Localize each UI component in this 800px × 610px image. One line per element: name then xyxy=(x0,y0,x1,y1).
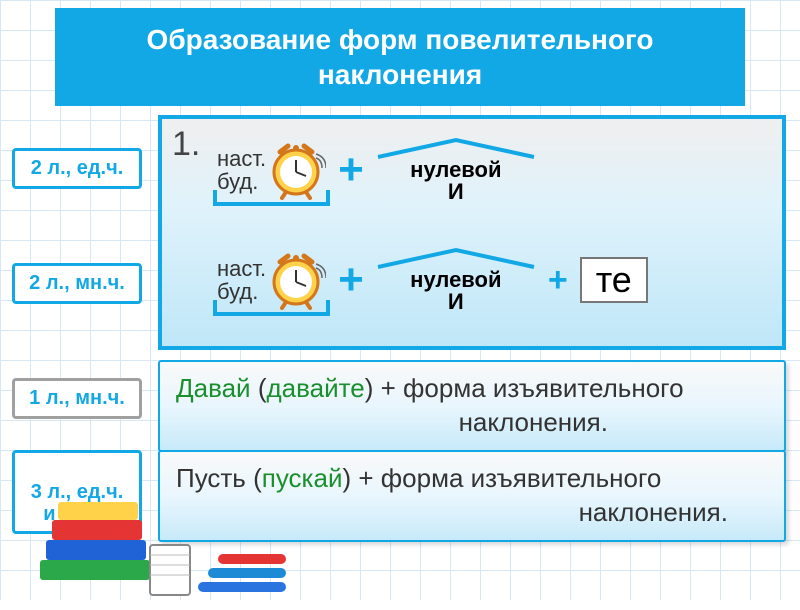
plus-icon: + xyxy=(338,145,364,195)
rule-box-1: 1. наст. буд. + нулевой И xyxy=(158,115,786,350)
side-label-2sg: 2 л., ед.ч. xyxy=(12,148,142,189)
plus-icon: + xyxy=(338,255,364,305)
suffix-roof-icon xyxy=(376,137,536,159)
stem-underline-icon xyxy=(213,190,330,206)
keyword: Пусть xyxy=(176,463,246,493)
stem-box: наст. буд. xyxy=(217,250,326,310)
rest-line1: + форма изъявительного xyxy=(373,373,683,403)
card-davai: Давай (давайте) + форма изъявительного н… xyxy=(158,360,786,452)
rule-index: 1. xyxy=(172,125,200,164)
title-bar: Образование форм повелительного наклонен… xyxy=(55,8,745,106)
close-paren: ) xyxy=(342,463,351,493)
side-label-2pl: 2 л., мн.ч. xyxy=(12,263,142,304)
paren-word: пускай xyxy=(262,463,343,493)
suffix-text: нулевой И xyxy=(410,159,501,203)
side-label-text: 1 л., мн.ч. xyxy=(29,387,125,409)
suffix-roof-icon xyxy=(376,247,536,269)
stem-underline-icon xyxy=(213,300,330,316)
side-label-1pl: 1 л., мн.ч. xyxy=(12,378,142,419)
plus-icon: + xyxy=(548,261,568,300)
title-text: Образование форм повелительного наклонен… xyxy=(75,22,725,92)
suffix-box: нулевой И xyxy=(376,247,536,313)
side-label-text: 2 л., мн.ч. xyxy=(29,272,125,294)
formula-row-singular: наст. буд. + нулевой И xyxy=(217,137,536,203)
rest-line1: + форма изъявительного xyxy=(351,463,661,493)
keyword: Давай xyxy=(176,373,251,403)
rest-line2: наклонения. xyxy=(176,406,768,440)
school-supplies-icon xyxy=(30,490,290,610)
open-paren: ( xyxy=(253,463,262,493)
stem-label: наст. буд. xyxy=(217,147,266,193)
side-label-text: 2 л., ед.ч. xyxy=(31,157,124,179)
te-suffix-box: те xyxy=(580,257,648,303)
suffix-text: нулевой И xyxy=(410,269,501,313)
formula-row-plural: наст. буд. + нулевой И + те xyxy=(217,247,648,313)
stem-box: наст. буд. xyxy=(217,140,326,200)
suffix-box: нулевой И xyxy=(376,137,536,203)
stem-label: наст. буд. xyxy=(217,257,266,303)
paren-word: давайте xyxy=(266,373,364,403)
